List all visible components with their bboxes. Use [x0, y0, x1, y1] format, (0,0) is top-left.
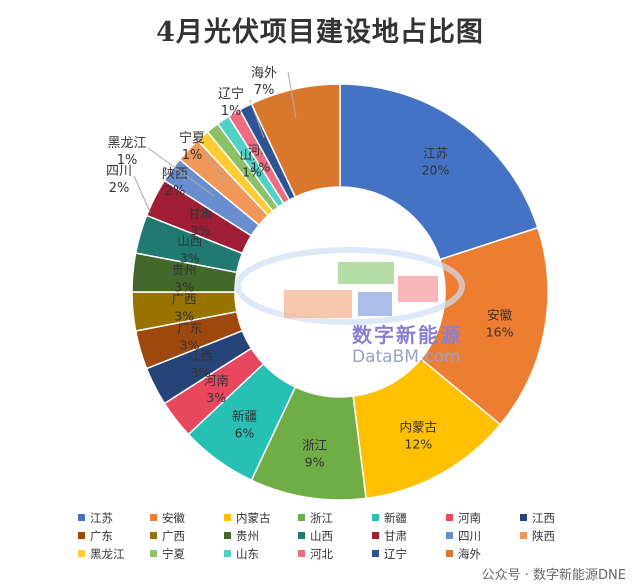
slice-label-name: 新疆: [232, 408, 257, 423]
watermark-block: [398, 276, 438, 302]
legend-label: 浙江: [310, 511, 333, 525]
slice-label-value: 3%: [174, 309, 194, 324]
slice-label-value: 6%: [235, 425, 255, 440]
slice-label-value: 20%: [422, 163, 450, 178]
slice-label-name: 贵州: [172, 262, 197, 277]
legend-label: 贵州: [236, 529, 259, 543]
legend-swatch: [520, 532, 527, 539]
legend-label: 新疆: [384, 511, 407, 525]
leader-line: [133, 175, 151, 213]
legend-swatch: [78, 550, 85, 557]
slice-label-name: 河南: [204, 373, 229, 388]
watermark-block: [284, 290, 352, 318]
legend-swatch: [150, 514, 157, 521]
slice-label-name: 江苏: [423, 146, 448, 161]
slice-label-value: 2%: [109, 181, 130, 196]
watermark-name: 数字新能源: [352, 323, 462, 347]
legend-swatch: [298, 514, 305, 521]
source-credit: 公众号 · 数字新能源DNE: [481, 568, 626, 583]
slice-label-name: 四川: [106, 164, 132, 179]
watermark-block: [338, 262, 394, 284]
legend-swatch: [298, 532, 305, 539]
legend-label: 江苏: [90, 511, 113, 525]
slice-label-value: 2%: [165, 184, 186, 199]
slice-label-name: 广东: [177, 321, 202, 336]
slice-label-value: 7%: [254, 83, 275, 98]
slice-label-value: 1%: [242, 165, 262, 180]
legend-label: 河北: [310, 547, 333, 561]
legend-swatch: [224, 550, 231, 557]
legend-label: 安徽: [162, 511, 185, 525]
leader-line: [147, 147, 207, 191]
legend-swatch: [150, 532, 157, 539]
slice-label-value: 9%: [305, 454, 325, 469]
slice-label-name: 江西: [188, 348, 213, 363]
legend-swatch: [298, 550, 305, 557]
slice-label-value: 16%: [486, 324, 514, 339]
slice-label-value: 1%: [221, 104, 242, 119]
legend-label: 海外: [458, 547, 481, 561]
slice-label-name: 内蒙古: [400, 419, 438, 434]
slice-label-name: 山西: [177, 233, 202, 248]
watermark-site: DataBM.com: [352, 347, 461, 367]
legend-label: 山东: [236, 547, 259, 561]
legend-label: 陕西: [532, 529, 555, 543]
chart-title: 4月光伏项目建设地占比图: [156, 17, 484, 48]
watermark-swoosh: [235, 247, 465, 325]
legend-swatch: [520, 514, 527, 521]
slice-label-value: 1%: [182, 148, 203, 163]
slice-label-name: 安徽: [487, 307, 513, 322]
legend-swatch: [372, 514, 379, 521]
legend-swatch: [224, 514, 231, 521]
slice-label-name: 黑龙江: [107, 136, 146, 151]
legend-swatch: [150, 550, 157, 557]
legend-label: 辽宁: [384, 547, 407, 561]
legend-swatch: [446, 514, 453, 521]
slice-label-value: 1%: [250, 159, 270, 174]
leader-line: [203, 149, 227, 183]
leader-line: [287, 71, 297, 119]
legend-label: 广东: [90, 529, 113, 543]
legend-swatch: [446, 532, 453, 539]
slice-label-value: 3%: [191, 223, 211, 238]
slice-海外: [250, 83, 341, 198]
slice-label-name: 甘肃: [188, 206, 213, 221]
watermark-block: [358, 292, 392, 316]
slice-label-value: 3%: [180, 338, 200, 353]
slice-江苏: [339, 83, 539, 261]
slice-label-name: 浙江: [302, 437, 327, 452]
slice-label-name: 宁夏: [179, 130, 205, 146]
legend-label: 黑龙江: [90, 547, 125, 561]
legend-label: 四川: [458, 529, 481, 543]
slice-label-value: 1%: [117, 153, 138, 168]
legend-swatch: [372, 532, 379, 539]
legend-label: 山西: [310, 529, 333, 543]
slice-label-name: 海外: [251, 66, 277, 81]
legend-label: 宁夏: [162, 547, 185, 561]
slice-label-value: 12%: [404, 436, 432, 451]
slice-label-name: 广西: [172, 292, 197, 307]
slice-label-value: 3%: [191, 365, 211, 380]
legend-swatch: [78, 532, 85, 539]
slice-label-name: 陕西: [162, 167, 188, 182]
slice-label-value: 3%: [174, 279, 194, 294]
slice-label-name: 辽宁: [218, 86, 244, 102]
legend-swatch: [224, 532, 231, 539]
legend-swatch: [78, 514, 85, 521]
legend-label: 甘肃: [384, 529, 407, 543]
legend-label: 河南: [458, 511, 481, 525]
legend-swatch: [372, 550, 379, 557]
legend-label: 广西: [162, 529, 185, 543]
slice-label-value: 3%: [206, 390, 226, 405]
legend-swatch: [446, 550, 453, 557]
slice-安徽: [419, 226, 549, 426]
legend-label: 江西: [532, 511, 555, 525]
slice-label-value: 3%: [180, 250, 200, 265]
legend-label: 内蒙古: [236, 511, 271, 525]
